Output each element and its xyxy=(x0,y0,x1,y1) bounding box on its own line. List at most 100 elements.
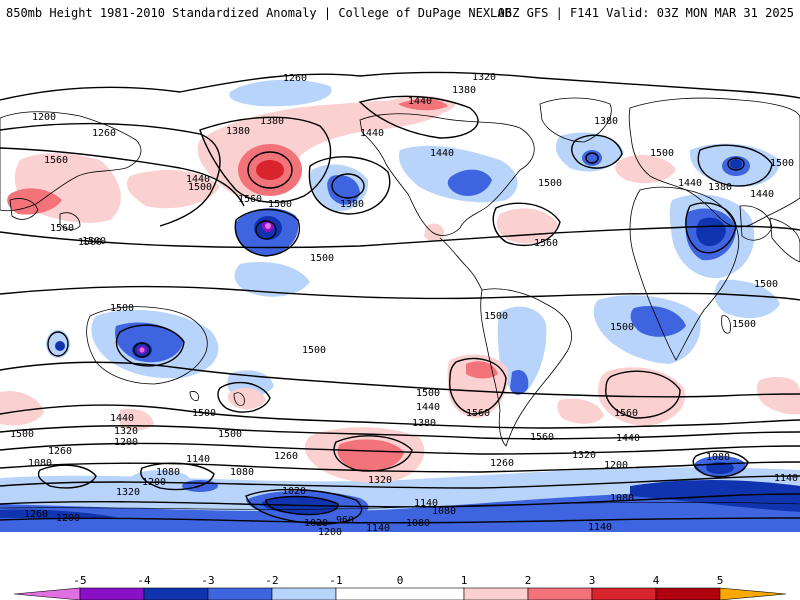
colorbar-segment-neg3 xyxy=(143,587,209,600)
colorbar-segment-neg5 xyxy=(13,587,81,600)
contour-label: 1500 xyxy=(754,279,778,290)
contour-label: 1260 xyxy=(283,73,307,84)
colorbar-label: -1 xyxy=(329,574,342,587)
contour-label: 1080 xyxy=(156,467,180,478)
contour-label: 1500 xyxy=(110,303,134,314)
contour-label: 1500 xyxy=(416,388,440,399)
contour-label: 1500 xyxy=(732,319,756,330)
contour-labels: 1260 1320 1380 1440 1200 1260 1380 1440 … xyxy=(10,72,798,538)
contour-label: 1380 xyxy=(708,182,732,193)
colorbar-label: 5 xyxy=(717,574,724,587)
contour-label: 1320 xyxy=(116,487,140,498)
contour-label: 1440 xyxy=(186,174,210,185)
contour-label: 1380 xyxy=(452,85,476,96)
colorbar-label: -4 xyxy=(137,574,151,587)
contour-label: 1380 xyxy=(594,116,618,127)
contour-label: 1200 xyxy=(318,527,342,538)
contour-label: 1560 xyxy=(44,155,68,166)
contour-label: 1560 xyxy=(238,194,262,205)
contour-label: 1440 xyxy=(110,413,134,424)
colorbar-label: -5 xyxy=(73,574,86,587)
contour-label: 1320 xyxy=(114,426,138,437)
colorbar-label: 0 xyxy=(397,574,404,587)
contour-label: 1200 xyxy=(114,437,138,448)
contour-label: 1020 xyxy=(282,486,306,497)
contour-label: 1080 xyxy=(610,493,634,504)
colorbar-label: 2 xyxy=(525,574,532,587)
contour-label: 1380 xyxy=(226,126,250,137)
contour-label: 1500 xyxy=(192,408,216,419)
colorbar-segment-neg4 xyxy=(79,587,145,600)
anomaly-map: 1260 1320 1380 1440 1200 1260 1380 1440 … xyxy=(0,40,800,572)
contour-label: 1140 xyxy=(774,473,798,484)
contour-label: 1320 xyxy=(368,475,392,486)
contour-label: 1500 xyxy=(218,429,242,440)
contour-label: 1500 xyxy=(268,199,292,210)
colorbar-label: -2 xyxy=(265,574,278,587)
contour-label: 1500 xyxy=(310,253,334,264)
contour-label: 1140 xyxy=(414,498,438,509)
contour-label: 1500 xyxy=(188,182,212,193)
map-title: 850mb Height 1981-2010 Standardized Anom… xyxy=(6,6,512,20)
contour-label: 1500 xyxy=(610,322,634,333)
contour-label: 1440 xyxy=(616,433,640,444)
contour-label: 1440 xyxy=(678,178,702,189)
contour-label: 1560 xyxy=(534,238,558,249)
contour-label: 1200 xyxy=(604,460,628,471)
colorbar-segment-pos1 xyxy=(463,587,529,600)
contour-label: 1560 xyxy=(50,223,74,234)
colorbar-segments xyxy=(13,587,787,600)
colorbar-label: -3 xyxy=(201,574,214,587)
contour-label: 1200 xyxy=(142,477,166,488)
contour-label: 1500 xyxy=(82,236,106,247)
colorbar-label: 4 xyxy=(653,574,660,587)
contour-label: 1500 xyxy=(770,158,794,169)
contour-label: 1500 xyxy=(302,345,326,356)
colorbar-segment-pos3 xyxy=(591,587,657,600)
contour-label: 1440 xyxy=(408,96,432,107)
contour-label: 1500 xyxy=(484,311,508,322)
colorbar-labels: -5 -4 -3 -2 -1 0 1 2 3 4 5 xyxy=(73,574,723,587)
contour-label: 1500 xyxy=(78,237,102,248)
contour-label: 1080 xyxy=(230,467,254,478)
colorbar: -5 -4 -3 -2 -1 0 1 2 3 4 5 xyxy=(13,574,787,600)
contour-label: 1440 xyxy=(430,148,454,159)
contour-label: 1440 xyxy=(416,402,440,413)
colorbar-segment-neg1a xyxy=(271,587,337,600)
contour-label: 1440 xyxy=(750,189,774,200)
contour-label: 1140 xyxy=(186,454,210,465)
contour-label: 1500 xyxy=(538,178,562,189)
colorbar-segment-zero xyxy=(335,587,465,600)
contour-label: 1560 xyxy=(614,408,638,419)
contour-label: 1260 xyxy=(490,458,514,469)
colorbar-segment-neg2 xyxy=(207,587,273,600)
contour-label: 1380 xyxy=(340,199,364,210)
contour-label: 1140 xyxy=(588,522,612,533)
contour-label: 1320 xyxy=(472,72,496,83)
contour-label: 1380 xyxy=(260,116,284,127)
contour-label: 1020 xyxy=(304,518,328,529)
contour-label: 1260 xyxy=(24,509,48,520)
colorbar-label: 1 xyxy=(461,574,468,587)
contour-label: 1500 xyxy=(650,148,674,159)
contour-label: 1080 xyxy=(432,506,456,517)
contour-label: 1200 xyxy=(32,112,56,123)
contour-label: 1080 xyxy=(706,452,730,463)
colorbar-segment-pos4 xyxy=(655,587,721,600)
contour-label: 1380 xyxy=(412,418,436,429)
colorbar-segment-pos5 xyxy=(719,587,787,600)
contour-label: 1500 xyxy=(10,429,34,440)
contour-label: 1320 xyxy=(572,450,596,461)
height-contours xyxy=(0,71,800,525)
contour-label: 1560 xyxy=(530,432,554,443)
contour-label: 1560 xyxy=(466,408,490,419)
colorbar-label: 3 xyxy=(589,574,596,587)
contour-label: 1080 xyxy=(28,458,52,469)
contour-label: 1260 xyxy=(92,128,116,139)
contour-label: 1260 xyxy=(274,451,298,462)
valid-time-label: 06Z GFS | F141 Valid: 03Z MON MAR 31 202… xyxy=(497,6,794,20)
contour-label: 1200 xyxy=(56,513,80,524)
contour-label: 1440 xyxy=(360,128,384,139)
contour-label: 1140 xyxy=(366,523,390,534)
contour-label: 960 xyxy=(336,515,354,526)
